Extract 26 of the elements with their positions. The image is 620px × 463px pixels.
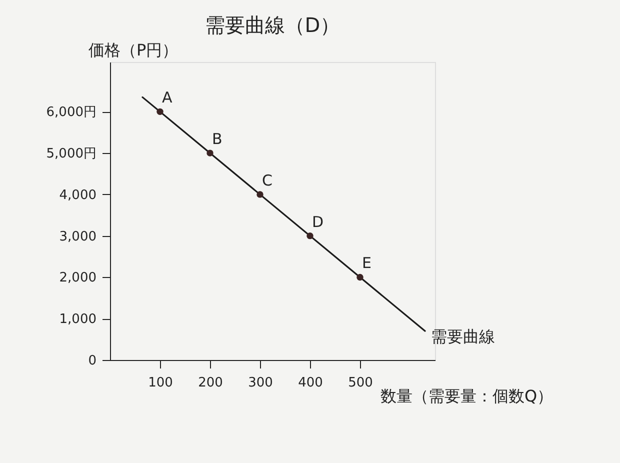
annotation: B: [212, 130, 222, 148]
y-tick-label: 5,000円: [46, 146, 96, 162]
x-axis-title: 数量（需要量：個数Q）: [380, 386, 554, 406]
y-axis-title: 価格（P円）: [88, 40, 178, 60]
y-tick-label: 6,000円: [46, 105, 96, 120]
point: [206, 150, 214, 156]
annotation: E: [362, 254, 372, 272]
point: [356, 274, 364, 281]
annotation: A: [162, 88, 173, 107]
series-label: 需要曲線: [431, 327, 495, 346]
x-tick-label: 400: [298, 376, 323, 390]
x-tick-label: 500: [348, 376, 373, 390]
x-tick-label: 100: [148, 376, 173, 390]
y-tick-label: 0: [88, 354, 96, 368]
x-tick-label: 200: [198, 376, 223, 390]
y-tick-label: 2,000: [59, 270, 96, 286]
point: [156, 108, 164, 116]
y-tick-label: 1,000: [59, 312, 96, 328]
point: [306, 232, 314, 240]
annotation: C: [262, 171, 272, 190]
x-tick-label: 300: [248, 376, 273, 390]
y-tick-label: 4,000: [59, 188, 96, 203]
point: [256, 191, 264, 198]
annotation: D: [312, 212, 324, 231]
y-tick-label: 3,000: [59, 229, 96, 244]
chart-title: 需要曲線（D）: [204, 13, 340, 37]
